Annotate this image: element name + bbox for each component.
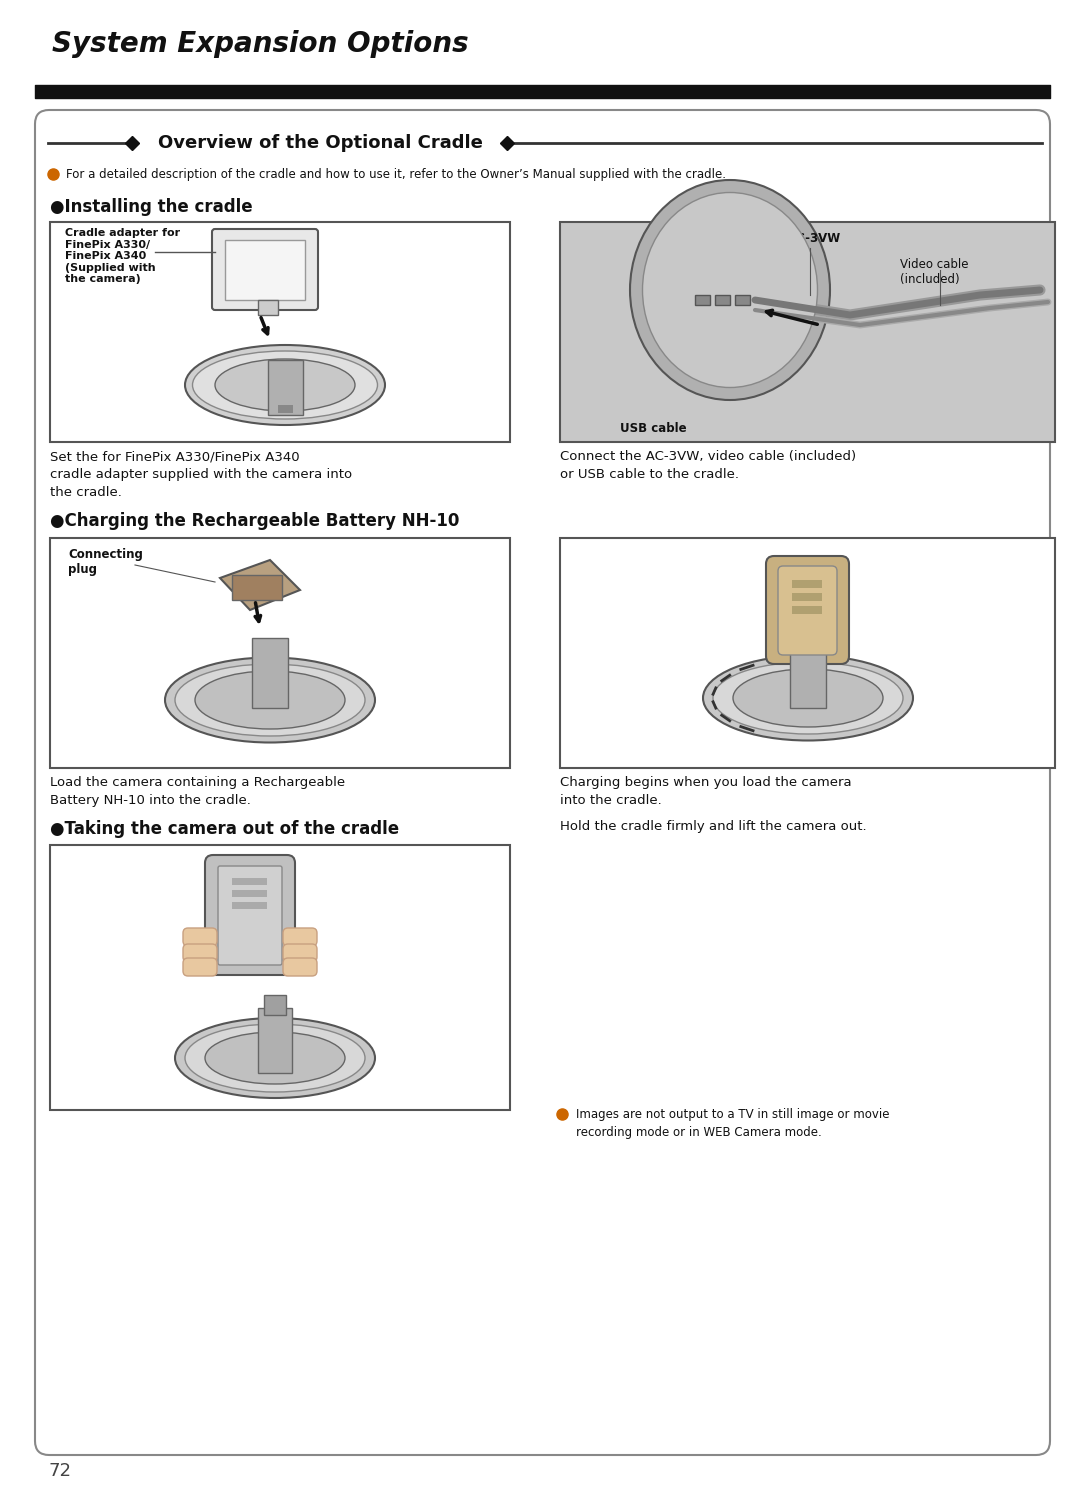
FancyBboxPatch shape <box>218 866 282 965</box>
FancyBboxPatch shape <box>35 110 1050 1455</box>
Bar <box>264 995 286 1015</box>
FancyBboxPatch shape <box>283 944 318 962</box>
Ellipse shape <box>215 359 355 412</box>
Text: ●Installing the cradle: ●Installing the cradle <box>50 198 253 216</box>
Text: Images are not output to a TV in still image or movie
recording mode or in WEB C: Images are not output to a TV in still i… <box>576 1108 890 1139</box>
Bar <box>696 296 710 305</box>
Bar <box>232 902 267 909</box>
Ellipse shape <box>733 670 883 727</box>
Text: Cradle adapter for
FinePix A330/
FinePix A340
(Supplied with
the camera): Cradle adapter for FinePix A330/ FinePix… <box>65 228 180 285</box>
Ellipse shape <box>703 656 913 740</box>
Text: Charging begins when you load the camera
into the cradle.: Charging begins when you load the camera… <box>561 777 852 807</box>
FancyBboxPatch shape <box>205 855 295 976</box>
FancyBboxPatch shape <box>225 240 305 300</box>
FancyBboxPatch shape <box>232 575 282 600</box>
FancyBboxPatch shape <box>258 300 278 315</box>
Ellipse shape <box>185 1024 365 1092</box>
Bar <box>232 890 267 897</box>
FancyBboxPatch shape <box>183 958 217 976</box>
Text: For a detailed description of the cradle and how to use it, refer to the Owner’s: For a detailed description of the cradle… <box>66 167 726 181</box>
Bar <box>735 296 750 305</box>
FancyBboxPatch shape <box>789 638 826 707</box>
FancyBboxPatch shape <box>50 844 510 1110</box>
Text: 72: 72 <box>48 1461 71 1479</box>
Bar <box>792 606 822 614</box>
FancyBboxPatch shape <box>778 566 837 654</box>
Ellipse shape <box>185 345 384 425</box>
Bar <box>278 406 293 413</box>
FancyBboxPatch shape <box>258 1007 292 1074</box>
FancyBboxPatch shape <box>561 222 1055 442</box>
Text: USB cable: USB cable <box>620 422 687 434</box>
Bar <box>792 593 822 602</box>
FancyBboxPatch shape <box>283 927 318 946</box>
Text: Connecting
plug: Connecting plug <box>68 547 143 576</box>
Text: Overview of the Optional Cradle: Overview of the Optional Cradle <box>158 134 483 152</box>
FancyBboxPatch shape <box>766 556 849 664</box>
Text: Video cable
(included): Video cable (included) <box>900 258 969 287</box>
Ellipse shape <box>195 671 345 728</box>
Ellipse shape <box>175 1018 375 1098</box>
FancyBboxPatch shape <box>561 538 1055 768</box>
Ellipse shape <box>205 1031 345 1084</box>
FancyBboxPatch shape <box>50 222 510 442</box>
Text: Set the for FinePix A330/FinePix A340
cradle adapter supplied with the camera in: Set the for FinePix A330/FinePix A340 cr… <box>50 449 352 499</box>
Ellipse shape <box>165 657 375 742</box>
Ellipse shape <box>630 179 831 400</box>
Text: Load the camera containing a Rechargeable
Battery NH-10 into the cradle.: Load the camera containing a Rechargeabl… <box>50 777 346 807</box>
Ellipse shape <box>643 193 818 388</box>
Bar <box>232 878 267 885</box>
FancyBboxPatch shape <box>283 958 318 976</box>
Ellipse shape <box>713 662 903 734</box>
FancyBboxPatch shape <box>183 927 217 946</box>
FancyBboxPatch shape <box>268 360 303 415</box>
Text: System Expansion Options: System Expansion Options <box>52 30 469 57</box>
Text: ●Taking the camera out of the cradle: ●Taking the camera out of the cradle <box>50 820 400 838</box>
Text: ●Charging the Rechargeable Battery NH-10: ●Charging the Rechargeable Battery NH-10 <box>50 513 459 529</box>
FancyBboxPatch shape <box>252 638 288 707</box>
Text: Hold the cradle firmly and lift the camera out.: Hold the cradle firmly and lift the came… <box>561 820 866 832</box>
Bar <box>792 581 822 588</box>
Ellipse shape <box>192 351 378 419</box>
FancyBboxPatch shape <box>50 538 510 768</box>
Bar <box>715 296 730 305</box>
FancyBboxPatch shape <box>183 944 217 962</box>
FancyBboxPatch shape <box>212 229 318 311</box>
Text: AC-3VW: AC-3VW <box>788 232 841 244</box>
Text: Connect the AC-3VW, video cable (included)
or USB cable to the cradle.: Connect the AC-3VW, video cable (include… <box>561 449 856 481</box>
Ellipse shape <box>175 664 365 736</box>
Polygon shape <box>220 559 300 611</box>
